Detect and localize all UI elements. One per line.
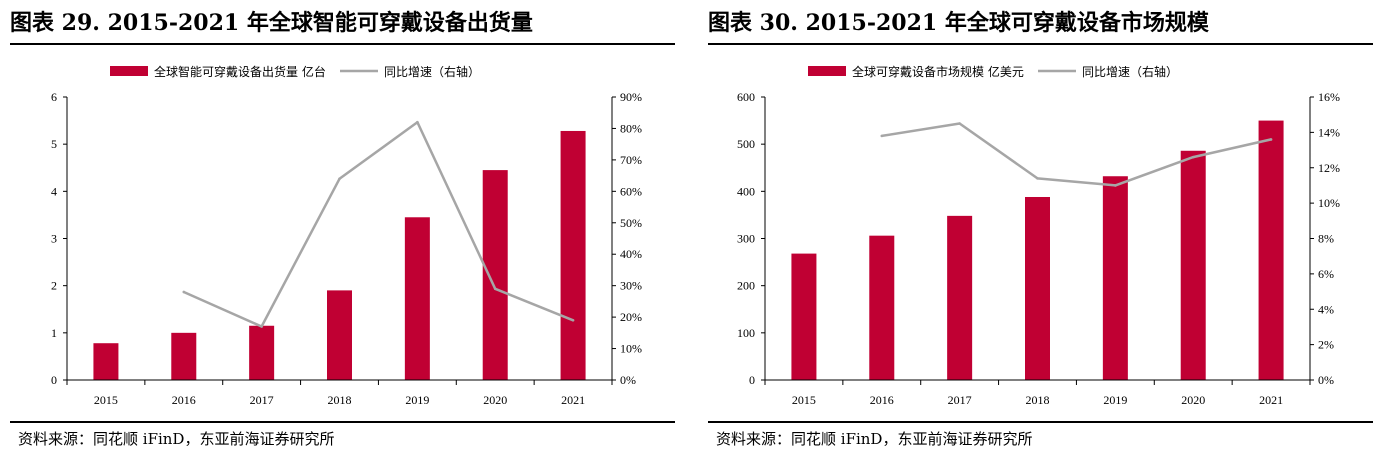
bar: [791, 253, 817, 380]
bar: [1025, 196, 1050, 380]
left-tick-label: 1: [51, 326, 57, 340]
x-tick-label: 2017: [948, 393, 972, 407]
bar: [1258, 120, 1284, 380]
market-size-chart: 全球可穿戴设备市场规模 亿美元 同比增速（右轴） 0 100 200 300 400 500 6…: [737, 64, 1340, 407]
legend-line-label: 同比增速（右轴）: [1082, 64, 1178, 79]
left-tick-label: 2: [51, 279, 57, 293]
right-tick-label: 10%: [620, 342, 642, 356]
growth-point: [338, 177, 341, 181]
growth-point: [1036, 177, 1039, 180]
left-tick-label: 3: [51, 232, 57, 246]
bar: [171, 332, 197, 380]
left-tick-label: 600: [737, 90, 755, 104]
left-tick-label: 6: [51, 90, 57, 104]
bar: [869, 235, 895, 380]
x-tick-label: 2021: [561, 393, 585, 407]
growth-point: [1114, 184, 1117, 187]
legend-line-label: 同比增速（右轴）: [384, 64, 480, 79]
growth-point: [1191, 155, 1195, 159]
left-tick-label: 400: [737, 184, 755, 198]
figure-title: 图表 30. 2015-2021 年全球可穿戴设备市场规模: [708, 10, 1209, 36]
title-rule: [708, 43, 1373, 45]
bar: [560, 130, 586, 380]
chart-panel-market-size: 图表 30. 2015-2021 年全球可穿戴设备市场规模 全球可穿戴设备市场规…: [708, 0, 1378, 467]
source-note: 资料来源：同花顺 iFinD，东亚前海证券研究所: [18, 430, 335, 448]
right-tick-label: 60%: [620, 184, 642, 198]
shipments-chart: 全球智能可穿戴设备出货量 亿台 同比增速（右轴）01234560%10%20%30…: [51, 64, 642, 407]
x-tick-label: 2020: [483, 393, 507, 407]
growth-point: [958, 122, 961, 125]
left-tick-label: 500: [737, 137, 755, 151]
right-tick-label: 50%: [620, 216, 642, 230]
bar: [404, 217, 430, 380]
source-note: 资料来源：同花顺 iFinD，东亚前海证券研究所: [716, 430, 1033, 448]
left-tick-label: 200: [737, 279, 755, 293]
x-tick-label: 2018: [328, 393, 352, 407]
bar: [482, 170, 508, 380]
right-tick-label: 14%: [1318, 125, 1340, 139]
left-tick-label: 5: [51, 137, 57, 151]
growth-point: [416, 120, 419, 124]
right-tick-label: 90%: [620, 90, 642, 104]
growth-point: [1269, 138, 1273, 141]
growth-line: [183, 120, 574, 328]
bar: [327, 290, 352, 380]
x-tick-label: 2015: [792, 393, 816, 407]
right-tick-label: 6%: [1318, 267, 1334, 281]
right-tick-label: 0%: [620, 373, 636, 387]
left-tick-label: 4: [51, 184, 57, 198]
growth-point: [880, 134, 884, 138]
x-tick-label: 2017: [250, 393, 274, 407]
left-tick-label: 0: [749, 373, 755, 387]
right-tick-label: 8%: [1318, 232, 1334, 246]
right-tick-label: 4%: [1318, 302, 1334, 316]
x-tick-label: 2020: [1181, 393, 1205, 407]
growth-point: [571, 318, 575, 322]
bar: [947, 215, 973, 380]
left-tick-label: 300: [737, 232, 755, 246]
right-tick-label: 80%: [620, 121, 642, 135]
title-rule: [10, 43, 675, 45]
right-tick-label: 16%: [1318, 90, 1340, 104]
right-tick-label: 30%: [620, 279, 642, 293]
right-tick-label: 2%: [1318, 338, 1334, 352]
growth-point: [260, 325, 263, 328]
legend-bar-label: 全球智能可穿戴设备出货量 亿台: [154, 64, 326, 79]
right-tick-label: 10%: [1318, 196, 1340, 210]
legend-bar-label: 全球可穿戴设备市场规模 亿美元: [852, 64, 1024, 79]
right-tick-label: 70%: [620, 153, 642, 167]
x-tick-label: 2016: [172, 393, 196, 407]
growth-point: [182, 290, 186, 294]
right-tick-label: 20%: [620, 310, 642, 324]
right-tick-label: 40%: [620, 247, 642, 261]
x-tick-label: 2019: [1103, 393, 1127, 407]
x-tick-label: 2018: [1026, 393, 1050, 407]
legend-bar-swatch: [110, 66, 148, 76]
source-rule: [10, 421, 675, 423]
x-tick-label: 2021: [1259, 393, 1283, 407]
x-tick-label: 2016: [870, 393, 894, 407]
legend-bar-swatch: [808, 66, 846, 76]
x-tick-label: 2015: [94, 393, 118, 407]
bar: [1102, 176, 1128, 380]
right-tick-label: 0%: [1318, 373, 1334, 387]
right-tick-label: 12%: [1318, 161, 1340, 175]
bar: [93, 343, 119, 380]
left-tick-label: 100: [737, 326, 755, 340]
bar: [1180, 150, 1206, 380]
x-tick-label: 2019: [405, 393, 429, 407]
figure-title: 图表 29. 2015-2021 年全球智能可穿戴设备出货量: [10, 10, 533, 36]
chart-panel-shipments: 图表 29. 2015-2021 年全球智能可穿戴设备出货量 全球智能可穿戴设备…: [10, 0, 680, 467]
left-tick-label: 0: [51, 373, 57, 387]
growth-point: [493, 287, 497, 291]
growth-line: [881, 122, 1272, 187]
source-rule: [708, 421, 1373, 423]
bar: [249, 325, 275, 380]
